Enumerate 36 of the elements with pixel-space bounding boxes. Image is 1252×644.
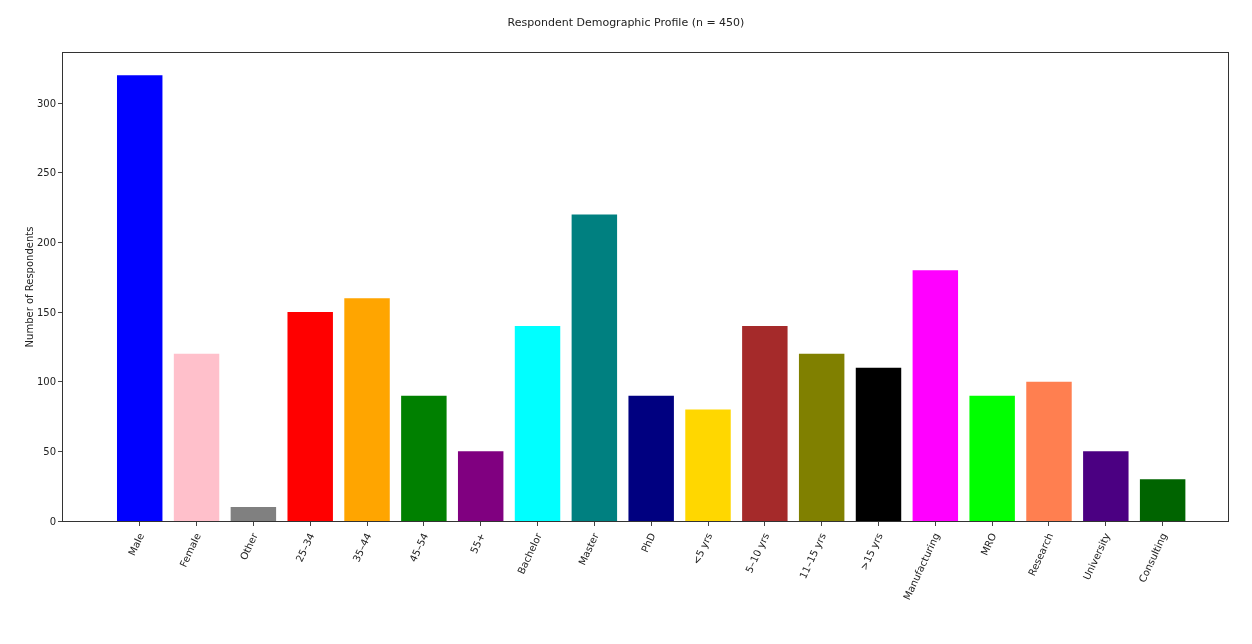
- x-tick-label: <5 yrs: [690, 531, 715, 567]
- bar: [457, 451, 504, 521]
- bar: [1083, 451, 1129, 521]
- y-tick-label: 0: [49, 515, 56, 527]
- bar: [912, 270, 959, 521]
- x-tick-label: Male: [126, 531, 147, 558]
- bar: [1026, 381, 1072, 521]
- bar: [571, 214, 618, 521]
- bar: [173, 353, 220, 521]
- bar: [1139, 479, 1186, 521]
- chart-title: Respondent Demographic Profile (n = 450): [507, 16, 745, 30]
- y-tick-label: 100: [36, 376, 56, 388]
- x-tick-label: PhD: [639, 531, 658, 555]
- y-tick-label: 300: [36, 97, 56, 109]
- y-tick-label: 50: [43, 445, 56, 457]
- bar: [514, 326, 561, 521]
- bar: [969, 395, 1015, 521]
- x-tick-label: Other: [237, 530, 261, 562]
- y-axis-title: Number of Respondents: [23, 226, 35, 348]
- bar: [855, 367, 902, 521]
- bar: [116, 75, 163, 521]
- bar: [742, 326, 788, 521]
- y-tick-label: 150: [36, 306, 56, 318]
- x-tick-label: 5–10 yrs: [743, 531, 772, 575]
- y-tick-label: 250: [36, 167, 56, 179]
- x-tick-label: >15 yrs: [858, 531, 885, 572]
- bar: [287, 312, 333, 521]
- bar: [685, 409, 731, 521]
- bar: [628, 395, 674, 521]
- bar: [798, 353, 845, 521]
- bar: [344, 298, 390, 521]
- bar: [401, 395, 447, 521]
- x-tick-label: 55+: [468, 531, 488, 556]
- bar: [230, 507, 277, 521]
- x-tick-label: MRO: [978, 531, 999, 558]
- y-tick-label: 200: [36, 236, 56, 248]
